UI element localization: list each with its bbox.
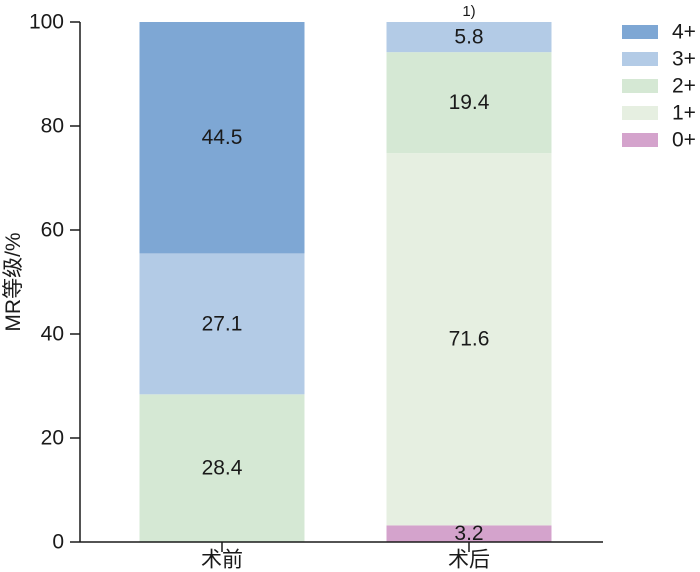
x-tick-label: 术前 (201, 549, 243, 572)
y-tick-label: 100 (29, 11, 64, 34)
y-tick-label: 80 (41, 115, 64, 138)
bar-segment-0plus-post (386, 525, 552, 542)
data-label: 71.6 (449, 328, 490, 351)
data-label: 44.5 (202, 126, 243, 149)
bar-segment-3plus-pre (139, 253, 305, 395)
bar-segment-2plus-post (386, 52, 552, 154)
bar-segment-4plus-pre (139, 22, 305, 254)
data-label: 3.2 (454, 522, 483, 545)
bar-segment-1plus-post (386, 153, 552, 526)
legend-swatch-0plus (622, 133, 658, 147)
data-label: 19.4 (449, 91, 490, 114)
legend: 4+ 3+ 2+ 1+ 0+ (622, 21, 696, 152)
bar-segment-2plus-pre (139, 394, 305, 542)
legend-label: 2+ (672, 75, 696, 98)
data-label: 27.1 (202, 312, 243, 335)
data-label: 5.8 (454, 26, 483, 49)
legend-label: 1+ (672, 102, 696, 125)
plot-area: 1) 28.4 27.1 44.5 3.2 71.6 19.4 5.8 (139, 3, 552, 545)
legend-label: 0+ (672, 129, 696, 152)
y-ticks: 0 20 40 60 80 100 (29, 11, 80, 554)
legend-swatch-1plus (622, 106, 658, 120)
x-ticks: 术前 术后 (201, 542, 490, 572)
legend-label: 4+ (672, 21, 696, 44)
y-tick-label: 40 (41, 323, 64, 346)
legend-label: 3+ (672, 48, 696, 71)
bar-segment-3plus-post (386, 22, 552, 53)
y-tick-label: 0 (52, 531, 64, 554)
y-tick-label: 60 (41, 219, 64, 242)
y-axis-label: MR等级/% (2, 232, 25, 331)
axes (79, 22, 603, 543)
legend-swatch-3plus (622, 52, 658, 66)
legend-swatch-2plus (622, 79, 658, 93)
y-tick-label: 20 (41, 427, 64, 450)
legend-swatch-4plus (622, 25, 658, 39)
significance-annotation: 1) (462, 3, 475, 20)
x-tick-label: 术后 (448, 549, 490, 572)
data-label: 28.4 (202, 457, 243, 480)
